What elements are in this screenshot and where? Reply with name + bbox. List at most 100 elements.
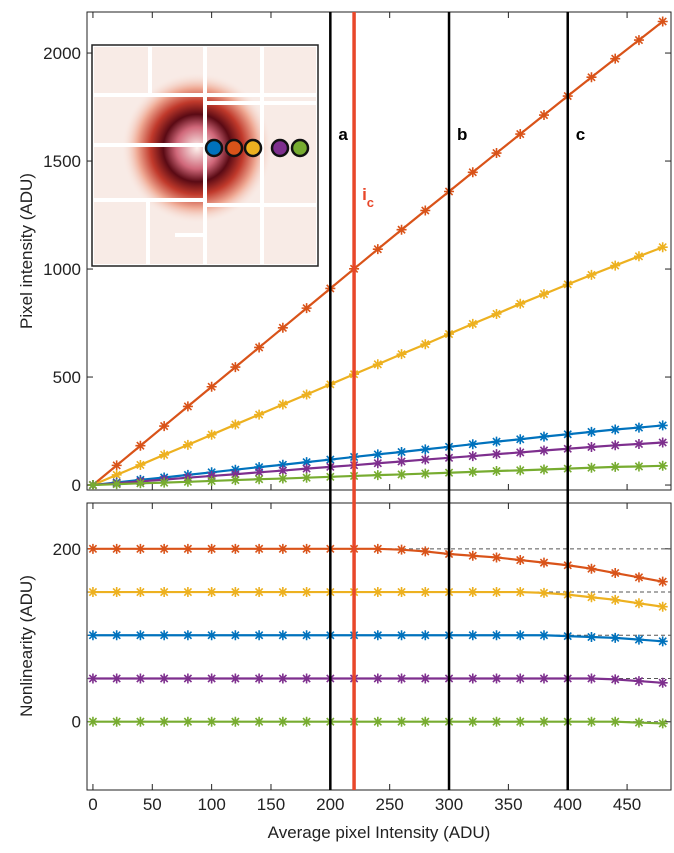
data-point <box>539 717 549 727</box>
marker-label: ic <box>362 185 374 210</box>
data-point <box>492 309 502 319</box>
data-point <box>112 544 122 554</box>
data-point <box>302 464 312 474</box>
data-point <box>539 464 549 474</box>
data-point <box>539 673 549 683</box>
data-point <box>610 261 620 271</box>
data-point <box>88 630 98 640</box>
data-point <box>230 630 240 640</box>
data-point <box>278 474 288 484</box>
data-point <box>254 630 264 640</box>
bottom-axes-frame <box>87 503 671 790</box>
data-point <box>610 595 620 605</box>
data-point <box>254 587 264 597</box>
data-point <box>135 587 145 597</box>
data-point <box>302 587 312 597</box>
data-point <box>492 449 502 459</box>
data-point <box>586 270 596 280</box>
y-tick-label: 1500 <box>43 152 81 171</box>
data-point <box>634 423 644 433</box>
data-point <box>373 359 383 369</box>
data-point <box>302 544 312 554</box>
data-point <box>515 434 525 444</box>
data-point <box>230 587 240 597</box>
data-point <box>397 630 407 640</box>
marker-label-text: c <box>576 125 585 144</box>
data-point <box>159 478 169 488</box>
data-point <box>492 437 502 447</box>
data-point <box>135 478 145 488</box>
data-point <box>112 479 122 489</box>
data-point <box>468 587 478 597</box>
x-tick-label: 300 <box>435 795 463 814</box>
data-point <box>492 587 502 597</box>
data-point <box>183 717 193 727</box>
y-axis-label: Pixel intensity (ADU) <box>17 173 36 329</box>
data-point <box>88 480 98 490</box>
data-point <box>302 390 312 400</box>
data-point <box>278 587 288 597</box>
data-point <box>586 632 596 642</box>
data-point <box>373 470 383 480</box>
data-point <box>586 427 596 437</box>
data-point <box>658 461 668 471</box>
data-point <box>112 587 122 597</box>
data-point <box>254 717 264 727</box>
data-point <box>159 450 169 460</box>
data-point <box>397 456 407 466</box>
data-point <box>159 673 169 683</box>
data-point <box>658 602 668 612</box>
data-point <box>658 678 668 688</box>
data-point <box>658 420 668 430</box>
data-point <box>302 303 312 313</box>
data-point <box>492 148 502 158</box>
data-point <box>88 587 98 597</box>
data-point <box>539 630 549 640</box>
y-tick-label: 0 <box>72 476 81 495</box>
data-point <box>610 54 620 64</box>
data-point <box>397 349 407 359</box>
data-point <box>135 717 145 727</box>
data-point <box>112 717 122 727</box>
data-point <box>302 473 312 483</box>
data-point <box>135 544 145 554</box>
marker-label: b <box>457 125 467 144</box>
data-point <box>230 475 240 485</box>
inset <box>92 45 318 266</box>
data-point <box>539 558 549 568</box>
data-point <box>539 110 549 120</box>
data-point <box>468 451 478 461</box>
data-point <box>159 587 169 597</box>
data-point <box>420 469 430 479</box>
data-point <box>420 546 430 556</box>
data-point <box>539 432 549 442</box>
data-point <box>397 545 407 555</box>
y-tick-label: 200 <box>53 540 81 559</box>
data-point <box>610 674 620 684</box>
data-point <box>88 673 98 683</box>
data-point <box>207 382 217 392</box>
data-point <box>278 630 288 640</box>
marker-label: c <box>576 125 585 144</box>
data-point <box>634 718 644 728</box>
data-point <box>183 587 193 597</box>
data-point <box>515 630 525 640</box>
y-tick-label: 1000 <box>43 260 81 279</box>
data-point <box>254 544 264 554</box>
x-tick-label: 200 <box>316 795 344 814</box>
data-point <box>397 225 407 235</box>
data-point <box>492 717 502 727</box>
data-point <box>278 673 288 683</box>
data-point <box>207 544 217 554</box>
data-point <box>230 673 240 683</box>
data-point <box>183 673 193 683</box>
data-point <box>658 17 668 27</box>
data-point <box>468 439 478 449</box>
data-point <box>658 636 668 646</box>
data-point <box>207 430 217 440</box>
data-point <box>634 676 644 686</box>
data-point <box>634 251 644 261</box>
data-point <box>302 673 312 683</box>
data-point <box>183 630 193 640</box>
x-axis-label: Average pixel Intensity (ADU) <box>268 823 491 842</box>
